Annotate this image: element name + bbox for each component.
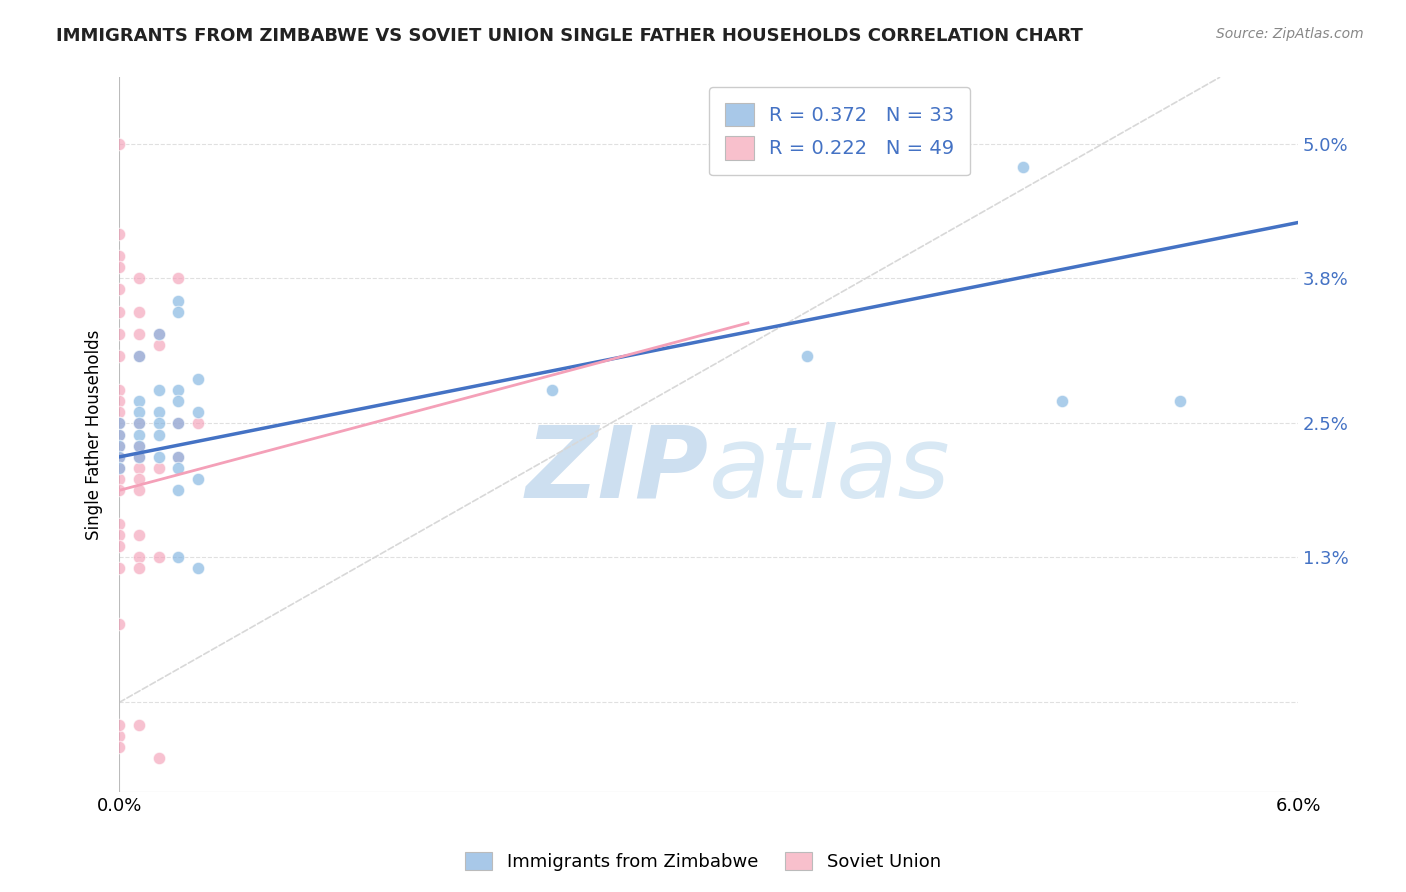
- Point: [108, 439, 131, 453]
- Point: [108, 439, 131, 453]
- Point: [128, 350, 150, 364]
- Point: [108, 450, 131, 464]
- Point: [108, 394, 131, 409]
- Point: [128, 305, 150, 319]
- Point: [128, 450, 150, 464]
- Point: [148, 338, 170, 352]
- Point: [128, 561, 150, 575]
- Point: [148, 461, 170, 475]
- Point: [128, 483, 150, 498]
- Point: [108, 729, 131, 743]
- Point: [108, 561, 131, 575]
- Point: [108, 260, 131, 275]
- Point: [128, 327, 150, 342]
- Point: [167, 383, 190, 397]
- Point: [108, 461, 131, 475]
- Point: [108, 483, 131, 498]
- Point: [167, 417, 190, 431]
- Point: [167, 394, 190, 409]
- Point: [128, 417, 150, 431]
- Point: [148, 383, 170, 397]
- Point: [108, 137, 131, 152]
- Point: [128, 450, 150, 464]
- Point: [167, 461, 190, 475]
- Point: [128, 439, 150, 453]
- Point: [167, 417, 190, 431]
- Point: [128, 472, 150, 486]
- Point: [108, 617, 131, 632]
- Text: Source: ZipAtlas.com: Source: ZipAtlas.com: [1216, 27, 1364, 41]
- Point: [108, 327, 131, 342]
- Point: [108, 717, 131, 731]
- Point: [1052, 394, 1074, 409]
- Y-axis label: Single Father Households: Single Father Households: [86, 329, 103, 540]
- Point: [128, 461, 150, 475]
- Point: [108, 539, 131, 553]
- Point: [167, 271, 190, 285]
- Point: [128, 717, 150, 731]
- Point: [167, 483, 190, 498]
- Point: [128, 427, 150, 442]
- Point: [187, 417, 209, 431]
- Text: atlas: atlas: [709, 422, 950, 519]
- Legend: R = 0.372   N = 33, R = 0.222   N = 49: R = 0.372 N = 33, R = 0.222 N = 49: [709, 87, 970, 176]
- Point: [108, 283, 131, 297]
- Point: [128, 394, 150, 409]
- Point: [167, 450, 190, 464]
- Text: ZIP: ZIP: [526, 422, 709, 519]
- Point: [128, 528, 150, 542]
- Point: [128, 550, 150, 565]
- Point: [187, 561, 209, 575]
- Point: [108, 417, 131, 431]
- Point: [108, 249, 131, 263]
- Point: [187, 405, 209, 419]
- Point: [108, 305, 131, 319]
- Point: [540, 383, 562, 397]
- Text: IMMIGRANTS FROM ZIMBABWE VS SOVIET UNION SINGLE FATHER HOUSEHOLDS CORRELATION CH: IMMIGRANTS FROM ZIMBABWE VS SOVIET UNION…: [56, 27, 1083, 45]
- Point: [108, 516, 131, 531]
- Point: [1168, 394, 1191, 409]
- Point: [148, 550, 170, 565]
- Point: [148, 427, 170, 442]
- Point: [108, 427, 131, 442]
- Point: [796, 350, 818, 364]
- Point: [148, 327, 170, 342]
- Point: [108, 417, 131, 431]
- Point: [128, 417, 150, 431]
- Point: [108, 461, 131, 475]
- Point: [108, 405, 131, 419]
- Point: [167, 550, 190, 565]
- Point: [737, 148, 759, 162]
- Point: [108, 450, 131, 464]
- Point: [128, 350, 150, 364]
- Point: [108, 427, 131, 442]
- Point: [148, 417, 170, 431]
- Point: [167, 305, 190, 319]
- Point: [167, 293, 190, 308]
- Point: [128, 271, 150, 285]
- Point: [108, 227, 131, 241]
- Point: [128, 439, 150, 453]
- Point: [148, 450, 170, 464]
- Point: [108, 528, 131, 542]
- Point: [128, 405, 150, 419]
- Point: [148, 327, 170, 342]
- Point: [187, 472, 209, 486]
- Point: [167, 450, 190, 464]
- Point: [108, 350, 131, 364]
- Point: [148, 405, 170, 419]
- Point: [108, 383, 131, 397]
- Point: [108, 472, 131, 486]
- Point: [187, 372, 209, 386]
- Point: [148, 751, 170, 765]
- Point: [108, 740, 131, 755]
- Legend: Immigrants from Zimbabwe, Soviet Union: Immigrants from Zimbabwe, Soviet Union: [458, 845, 948, 879]
- Point: [1012, 160, 1035, 174]
